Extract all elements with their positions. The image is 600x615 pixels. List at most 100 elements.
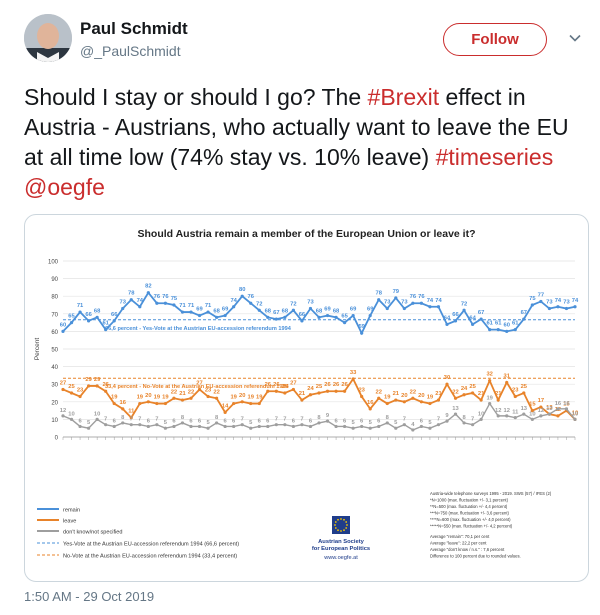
data-label: 79 (393, 289, 400, 295)
data-label: 7 (241, 417, 244, 423)
data-point (496, 414, 500, 418)
author-name[interactable]: Paul Schmidt (80, 19, 188, 38)
data-point (112, 424, 116, 429)
data-point (300, 319, 304, 323)
data-point (317, 391, 321, 395)
data-label: 22 (452, 389, 458, 395)
chart-note: *****N=550 (max. fluctuation +/- 4,2 per… (430, 524, 513, 529)
data-point (61, 329, 65, 333)
data-point (411, 396, 415, 400)
logo-flag-icon (332, 516, 350, 534)
data-label: 8 (386, 415, 390, 421)
data-label: 69 (367, 307, 374, 313)
y-tick-label: 70 (51, 312, 58, 318)
data-label: 19 (162, 395, 169, 401)
logo-star (334, 521, 337, 523)
chart-image[interactable]: Should Austria remain a member of the Eu… (24, 214, 589, 582)
chevron-down-icon[interactable] (568, 31, 582, 45)
data-label: 6 (147, 418, 151, 424)
data-point (385, 401, 389, 406)
data-label: 9 (445, 413, 449, 419)
data-label: 80 (239, 287, 245, 293)
reference-line-label: 33,4 percent - No-Vote at the Austrian E… (105, 384, 290, 390)
data-point (419, 424, 423, 429)
data-point (180, 310, 185, 314)
data-point (360, 394, 364, 399)
data-label: 29 (94, 377, 101, 383)
data-label: 16 (563, 401, 570, 407)
data-label: 6 (420, 418, 424, 424)
hashtag-link[interactable]: @oegfe (24, 174, 105, 200)
logo-text: for European Politics (312, 546, 370, 552)
chart-note: ***N=750 (max. fluctuation +/- 3,6 perce… (430, 511, 510, 516)
data-point (505, 329, 509, 333)
data-label: 74 (427, 298, 434, 304)
data-label: 74 (435, 298, 442, 304)
data-point (95, 315, 99, 319)
data-point (121, 421, 125, 425)
data-label: 10 (572, 411, 578, 417)
data-point (146, 291, 150, 295)
data-label: 24 (307, 386, 314, 392)
data-point (505, 380, 509, 385)
logo-star (345, 521, 348, 523)
hashtag-link[interactable]: #Brexit (367, 84, 440, 110)
data-label: 25 (282, 384, 289, 390)
data-point (453, 319, 458, 323)
data-label: 66 (85, 312, 92, 318)
data-point (471, 322, 475, 326)
avatar[interactable] (24, 14, 72, 62)
y-axis-label: Percent (34, 338, 41, 361)
data-point (530, 417, 534, 421)
data-label: 74 (555, 298, 562, 304)
data-point (402, 423, 406, 427)
data-point (215, 396, 219, 400)
data-point (189, 310, 193, 314)
data-label: 68 (316, 308, 323, 314)
logo-star (345, 527, 348, 529)
data-label: 13 (452, 406, 459, 412)
data-point (121, 306, 125, 311)
data-label: 22 (171, 389, 177, 395)
logo-star (337, 529, 339, 532)
data-label: 13 (546, 405, 553, 411)
data-point (368, 426, 372, 430)
author-handle[interactable]: @_PaulSchmidt (80, 43, 181, 59)
chart-note: Average "remain": 70,1 per cent (430, 534, 490, 539)
data-label: 74 (230, 298, 237, 304)
data-label: 68 (282, 308, 289, 314)
data-label: 6 (377, 418, 381, 424)
data-point (95, 417, 99, 421)
data-label: 6 (258, 418, 262, 424)
chart: Should Austria remain a member of the Eu… (34, 228, 579, 561)
data-label: 71 (179, 303, 186, 309)
data-label: 10 (68, 411, 74, 417)
data-point (189, 396, 193, 400)
data-point (180, 421, 185, 425)
data-point (104, 423, 108, 427)
data-label: 64 (469, 315, 476, 321)
data-label: 21 (393, 391, 400, 397)
data-point (266, 424, 270, 429)
data-label: 27 (196, 380, 202, 386)
data-point (215, 421, 219, 425)
hashtag-link[interactable]: #timeseries (435, 144, 554, 170)
data-point (445, 382, 449, 386)
data-label: 82 (145, 284, 151, 290)
data-point (556, 414, 560, 418)
data-point (291, 308, 295, 312)
tweet-timestamp[interactable]: 1:50 AM - 29 Oct 2019 (24, 589, 155, 604)
data-point (172, 396, 176, 400)
data-label: 73 (120, 300, 127, 306)
data-label: 14 (222, 403, 229, 409)
data-label: 19 (154, 395, 161, 401)
data-point (402, 306, 406, 311)
data-label: 33 (350, 370, 357, 376)
follow-button[interactable]: Follow (443, 23, 547, 56)
data-label: 78 (128, 291, 135, 297)
data-point (453, 412, 458, 416)
data-point (69, 321, 74, 325)
data-point (138, 305, 142, 309)
data-point (146, 400, 150, 404)
data-point (385, 306, 389, 311)
